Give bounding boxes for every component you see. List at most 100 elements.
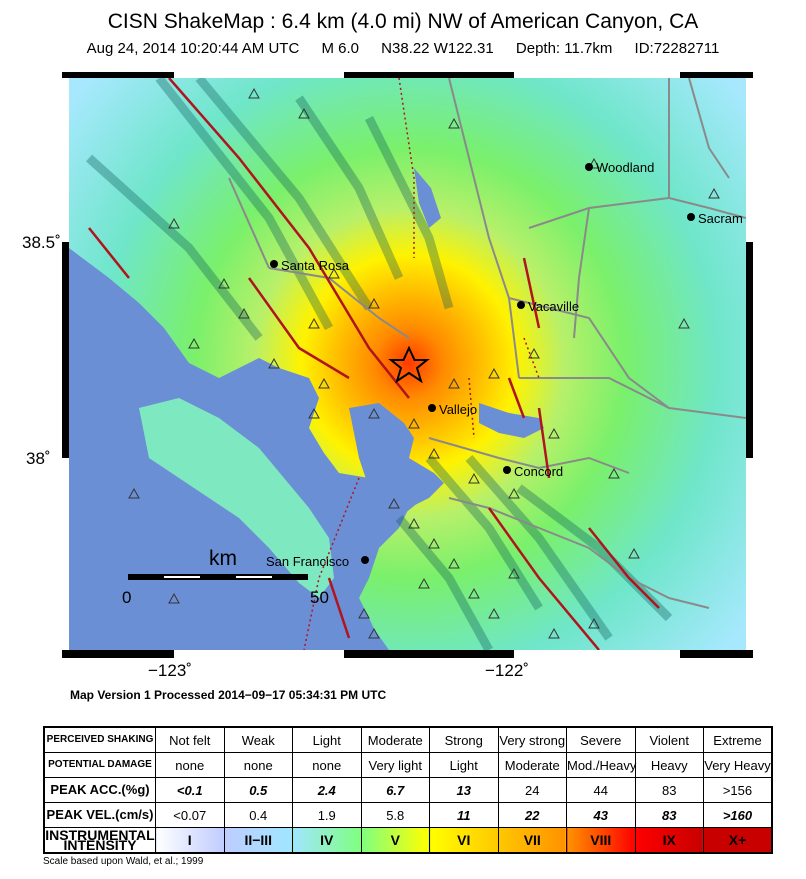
event-details: Aug 24, 2014 10:20:44 AM UTC M 6.0 N38.2… xyxy=(0,40,806,57)
cities: Woodland Sacram Santa Rosa Vacaville Val… xyxy=(266,160,743,569)
legend-footnote: Scale based upon Wald, et al.; 1999 xyxy=(43,856,204,867)
bay xyxy=(339,403,444,650)
frame-tick xyxy=(174,650,344,658)
legend-row-header: PEAK ACC.(%g) xyxy=(43,777,156,803)
city-marker xyxy=(585,163,593,171)
legend-cell: >160 xyxy=(703,802,773,828)
legend-cell: none xyxy=(292,752,362,778)
event-magnitude: M 6.0 xyxy=(321,40,359,57)
city-label: Concord xyxy=(514,464,563,479)
legend-cell: none xyxy=(223,752,293,778)
intensity-swatch: V xyxy=(360,827,430,854)
legend-cell: none xyxy=(155,752,225,778)
frame-tick xyxy=(514,650,680,658)
legend-row-header: PERCEIVED SHAKING xyxy=(43,726,156,753)
legend-cell: Strong xyxy=(429,726,499,753)
legend-cell: 5.8 xyxy=(360,802,430,828)
intensity-swatch: I xyxy=(155,827,225,854)
bay xyxy=(479,403,544,438)
legend-row-header: POTENTIAL DAMAGE xyxy=(43,752,156,778)
legend-cell: 0.5 xyxy=(223,777,293,803)
legend-cell: Moderate xyxy=(497,752,567,778)
legend-cell: <0.1 xyxy=(155,777,225,803)
legend-cell: 2.4 xyxy=(292,777,362,803)
city-label: Woodland xyxy=(596,160,654,175)
scale-max: 50 xyxy=(310,588,329,607)
intensity-swatch: X+ xyxy=(703,827,773,854)
city-label: Vallejo xyxy=(439,402,477,417)
legend-cell: 22 xyxy=(497,802,567,828)
scale-unit: km xyxy=(209,547,237,570)
intensity-swatch: VII xyxy=(497,827,567,854)
legend-cell: Extreme xyxy=(703,726,773,753)
legend-cell: 11 xyxy=(429,802,499,828)
legend-cell: 1.9 xyxy=(292,802,362,828)
county-boundaries xyxy=(228,78,746,609)
city-marker xyxy=(361,556,369,564)
legend-cell: Violent xyxy=(634,726,704,753)
intensity-swatch: VI xyxy=(429,827,499,854)
city-marker xyxy=(503,466,511,474)
city-label: San Francisco xyxy=(266,554,349,569)
intensity-swatch: IX xyxy=(634,827,704,854)
frame-tick xyxy=(174,72,344,78)
legend-cell: 83 xyxy=(634,777,704,803)
frame-tick xyxy=(62,78,69,242)
shakemap-canvas: Woodland Sacram Santa Rosa Vacaville Val… xyxy=(69,78,746,650)
legend-cell: Moderate xyxy=(360,726,430,753)
land xyxy=(139,398,334,598)
legend-cell: Very Heavy xyxy=(703,752,773,778)
legend-row-intensity: INSTRUMENTAL INTENSITY I II−III IV V VI … xyxy=(43,827,773,854)
city-label: Vacaville xyxy=(528,299,579,314)
longitude-label: −122˚ xyxy=(485,661,529,680)
legend-row-perceived: PERCEIVED SHAKING Not felt Weak Light Mo… xyxy=(43,726,773,753)
legend-cell: 43 xyxy=(566,802,636,828)
legend-cell: Very light xyxy=(360,752,430,778)
city-label: Sacram xyxy=(698,211,743,226)
legend-cell: 83 xyxy=(634,802,704,828)
epicenter-star-icon xyxy=(388,345,430,384)
terrain-shading xyxy=(85,78,673,650)
city-marker xyxy=(270,260,278,268)
frame-tick xyxy=(514,72,680,78)
latitude-label: 38.5˚ xyxy=(22,233,61,252)
intensity-swatch: VIII xyxy=(566,827,636,854)
frame-tick xyxy=(746,78,753,242)
legend-cell: Not felt xyxy=(155,726,225,753)
legend-cell: 44 xyxy=(566,777,636,803)
legend-cell: Mod./Heavy xyxy=(566,752,636,778)
intensity-swatch: IV xyxy=(292,827,362,854)
scale-bar: km 0 50 xyxy=(122,547,329,607)
legend-row-header: INSTRUMENTAL INTENSITY xyxy=(43,827,156,854)
city-label: Santa Rosa xyxy=(281,258,350,273)
legend-row-pga: PEAK ACC.(%g) <0.1 0.5 2.4 6.7 13 24 44 … xyxy=(43,777,773,803)
legend-row-pgv: PEAK VEL.(cm/s) <0.07 0.4 1.9 5.8 11 22 … xyxy=(43,802,773,828)
legend-cell: 0.4 xyxy=(223,802,293,828)
legend-cell: Very strong xyxy=(497,726,567,753)
seismic-stations xyxy=(128,87,720,639)
legend-cell: Weak xyxy=(223,726,293,753)
frame-tick xyxy=(62,458,69,650)
legend-cell: <0.07 xyxy=(155,802,225,828)
intensity-swatch: II−III xyxy=(223,827,293,854)
legend-cell: Severe xyxy=(566,726,636,753)
event-date: Aug 24, 2014 10:20:44 AM UTC xyxy=(86,40,300,57)
frame-tick xyxy=(746,458,753,650)
map-version: Map Version 1 Processed 2014−09−17 05:34… xyxy=(70,688,387,702)
legend-cell: Light xyxy=(429,752,499,778)
city-marker xyxy=(687,213,695,221)
bay xyxy=(414,168,441,228)
legend-cell: 24 xyxy=(497,777,567,803)
scale-min: 0 xyxy=(122,588,131,607)
latitude-label: 38˚ xyxy=(26,449,51,468)
longitude-label: −123˚ xyxy=(148,661,192,680)
legend-cell: Light xyxy=(292,726,362,753)
city-marker xyxy=(428,404,436,412)
legend-cell: 6.7 xyxy=(360,777,430,803)
legend-cell: 13 xyxy=(429,777,499,803)
event-location: N38.22 W122.31 xyxy=(381,40,494,57)
city-marker xyxy=(517,301,525,309)
legend-row-damage: POTENTIAL DAMAGE none none none Very lig… xyxy=(43,752,773,778)
legend-cell: Heavy xyxy=(634,752,704,778)
faults xyxy=(88,78,660,650)
